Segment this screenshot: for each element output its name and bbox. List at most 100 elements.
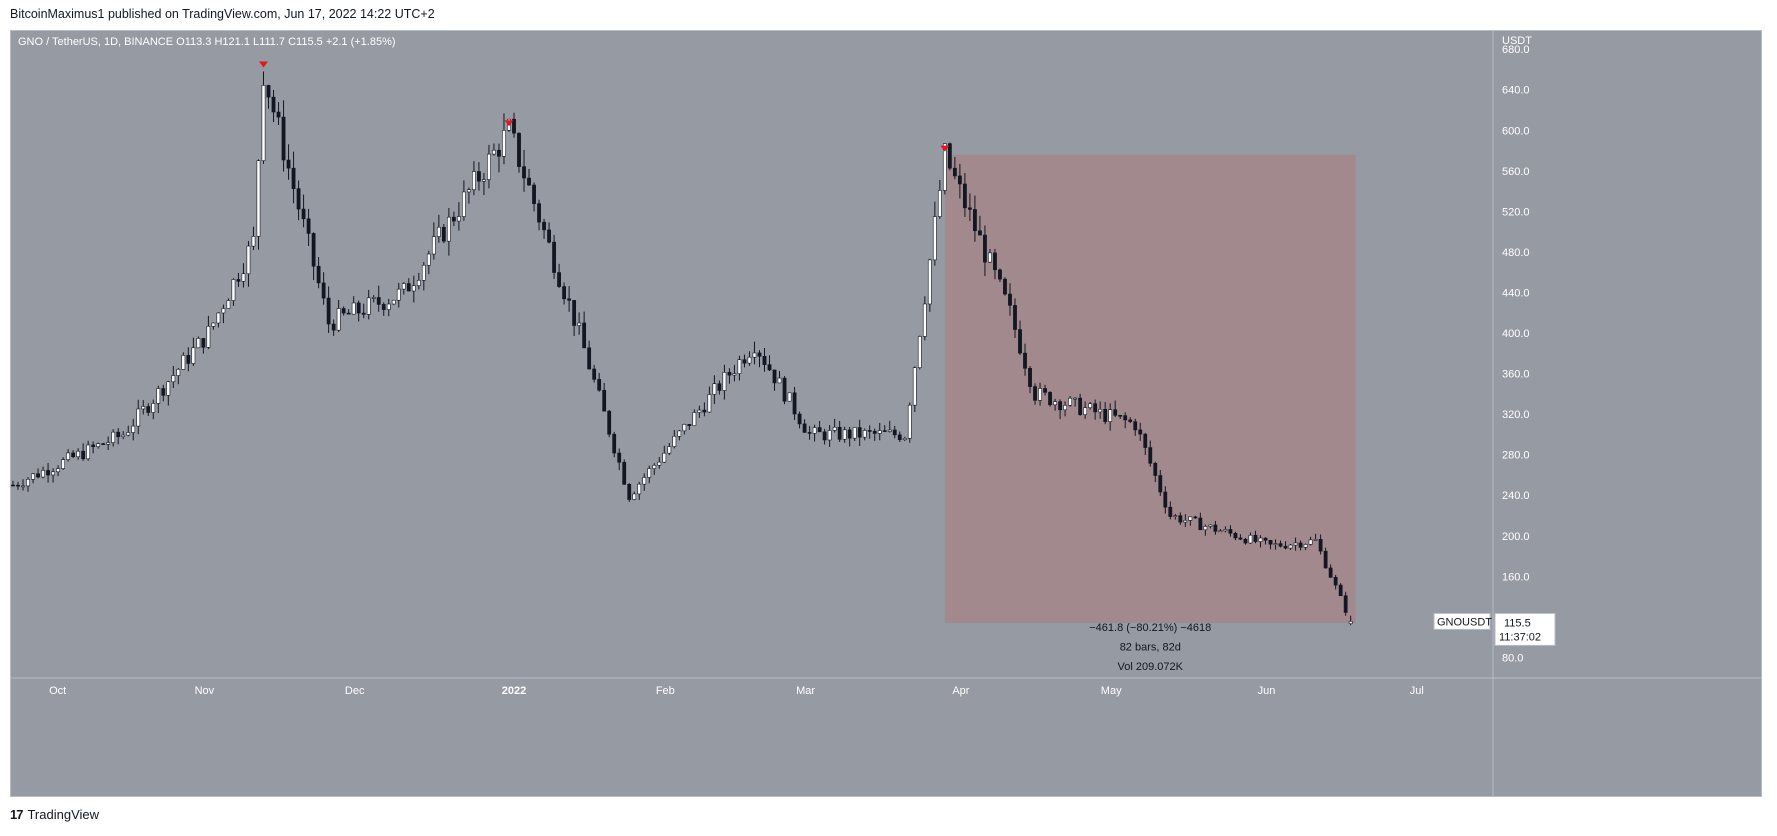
candle-body — [817, 427, 822, 433]
candle — [1183, 514, 1188, 527]
candle — [692, 409, 697, 426]
price-tick-label: 680.0 — [1502, 44, 1530, 56]
candle — [231, 278, 236, 306]
symbol-label: GNOUSDT — [1437, 616, 1492, 628]
candle — [96, 442, 101, 449]
candle — [306, 208, 311, 246]
candle-body — [46, 470, 50, 476]
candle — [782, 376, 787, 405]
candle-body — [522, 166, 526, 179]
price-tick-label: 600.0 — [1502, 125, 1530, 137]
candle — [817, 420, 822, 433]
candle — [1268, 539, 1273, 550]
candle-body — [1278, 543, 1283, 547]
candle — [807, 425, 812, 440]
candle — [66, 449, 71, 462]
candle-body — [71, 452, 76, 458]
candle — [617, 448, 622, 471]
candle-body — [206, 325, 211, 348]
candle-body — [331, 323, 336, 331]
candle — [897, 431, 902, 442]
candle-body — [451, 216, 456, 222]
time-tick-label: Oct — [49, 685, 66, 697]
candle-body — [1148, 447, 1153, 464]
candle — [186, 347, 191, 372]
candle-body — [1033, 386, 1037, 401]
candle-body — [937, 190, 942, 217]
time-tick-label: Jul — [1410, 685, 1424, 697]
price-tick-label: 80.0 — [1502, 652, 1523, 664]
candle-body — [211, 322, 216, 327]
price-tick-label: 440.0 — [1502, 287, 1530, 299]
candle-body — [1243, 538, 1248, 544]
candle — [216, 312, 221, 328]
candle-body — [1128, 419, 1133, 422]
candle — [291, 151, 296, 204]
candle-body — [1348, 621, 1353, 624]
candle-body — [201, 338, 206, 348]
candle — [56, 465, 60, 477]
candle-body — [587, 347, 592, 370]
candle — [461, 180, 466, 221]
candle — [512, 112, 516, 138]
candle-body — [1338, 584, 1343, 597]
candle-body — [752, 352, 757, 358]
candle — [341, 306, 346, 316]
candle-body — [236, 279, 241, 282]
candle — [1348, 615, 1353, 626]
candle-body — [1103, 409, 1108, 422]
candle — [978, 215, 982, 236]
chart-panel[interactable]: USDT 680.0 640.0 600.0 560.0 520.0 480.0 440.0 4… — [10, 30, 1762, 797]
candle — [1068, 396, 1073, 407]
candle — [537, 199, 541, 231]
symbol-label-box[interactable] — [1433, 612, 1491, 630]
candle-body — [151, 403, 156, 413]
price-tick-label: 240.0 — [1502, 490, 1530, 502]
candle-body — [316, 265, 321, 284]
price-tick-label: 280.0 — [1502, 450, 1530, 462]
candle — [396, 282, 401, 308]
candle — [737, 355, 742, 381]
candle-body — [852, 427, 857, 439]
candle-body — [301, 208, 306, 220]
candle-body — [1138, 429, 1143, 435]
candle — [547, 222, 551, 244]
candle-body — [351, 302, 356, 315]
candle-body — [311, 233, 316, 267]
legend-c-label: C — [288, 36, 296, 48]
candle — [677, 429, 682, 441]
candle — [1008, 283, 1012, 316]
candle — [91, 441, 96, 454]
chart-legend[interactable]: GNO / TetherUS, 1D, BINANCE O113.3 H121.… — [18, 36, 396, 48]
candle-body — [41, 470, 45, 478]
candle — [401, 282, 406, 295]
candle — [1023, 343, 1027, 376]
candle-body — [231, 279, 236, 301]
candle — [101, 442, 106, 445]
candle-body — [1163, 491, 1168, 508]
candle — [1088, 401, 1093, 410]
candle — [301, 194, 306, 228]
legend-o-label: O — [176, 36, 185, 48]
candle-body — [61, 459, 66, 469]
measure-range-box[interactable] — [944, 154, 1356, 623]
candle-body — [126, 432, 131, 436]
candle-body — [96, 443, 101, 448]
candle — [431, 222, 436, 260]
candle-body — [286, 159, 291, 169]
candle-body — [1093, 403, 1098, 413]
candle — [321, 272, 326, 305]
candle-body — [36, 473, 40, 478]
candle — [942, 143, 947, 195]
candle — [441, 224, 446, 244]
candle — [1208, 524, 1213, 529]
current-price-box[interactable] — [1494, 612, 1556, 646]
candle-body — [1023, 352, 1027, 369]
candle-body — [642, 477, 647, 485]
candle-body — [467, 189, 471, 193]
candle — [1163, 486, 1168, 514]
candle-body — [527, 177, 531, 186]
candle — [1303, 543, 1308, 551]
candle — [1338, 583, 1343, 597]
